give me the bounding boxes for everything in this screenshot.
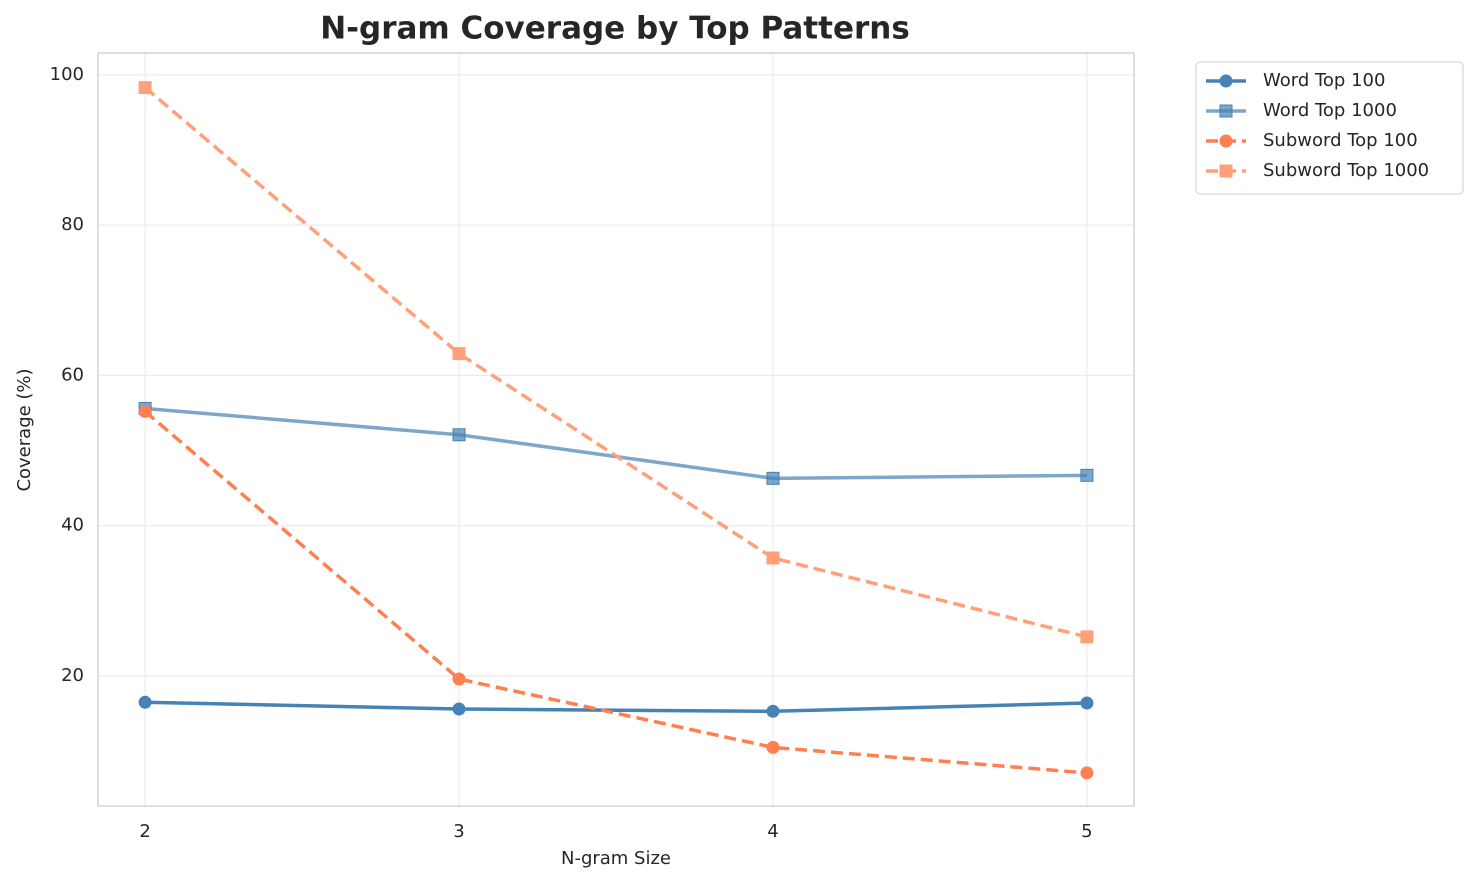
x-tick-label: 4	[767, 821, 778, 842]
chart-title: N-gram Coverage by Top Patterns	[320, 11, 910, 47]
y-tick-label: 20	[61, 665, 84, 686]
x-axis-label: N-gram Size	[561, 848, 671, 869]
marker	[1080, 630, 1094, 644]
marker	[766, 740, 780, 754]
legend-marker	[1219, 74, 1233, 88]
marker	[766, 551, 780, 565]
marker	[138, 81, 152, 95]
y-axis-label: Coverage (%)	[14, 368, 35, 491]
series-line	[145, 700, 1087, 714]
legend-label: Word Top 1000	[1263, 100, 1397, 121]
marker	[452, 672, 466, 686]
marker	[138, 695, 152, 709]
plot-frame	[97, 52, 1135, 807]
y-tick-label: 80	[61, 214, 84, 235]
legend-marker	[1219, 164, 1233, 178]
marker	[766, 704, 780, 718]
series-line	[143, 86, 1088, 639]
y-tick-label: 40	[61, 515, 84, 536]
legend-marker	[1219, 134, 1233, 148]
marker	[138, 404, 152, 418]
legend-marker	[1219, 104, 1233, 118]
marker	[766, 471, 780, 485]
x-tick-label: 3	[453, 821, 464, 842]
legend-box	[1195, 61, 1464, 195]
marker	[1080, 468, 1094, 482]
marker	[1080, 766, 1094, 780]
marker	[452, 428, 466, 442]
legend-label: Word Top 100	[1263, 70, 1385, 91]
x-tick-label: 5	[1081, 821, 1092, 842]
series-line	[144, 406, 1087, 481]
legend-label: Subword Top 1000	[1263, 160, 1429, 181]
marker	[452, 347, 466, 361]
legend-label: Subword Top 100	[1263, 130, 1418, 151]
series-line	[143, 410, 1088, 775]
y-tick-label: 100	[50, 64, 84, 85]
marker	[452, 702, 466, 716]
x-tick-label: 2	[139, 821, 150, 842]
y-tick-label: 60	[61, 364, 84, 385]
marker	[1080, 696, 1094, 710]
